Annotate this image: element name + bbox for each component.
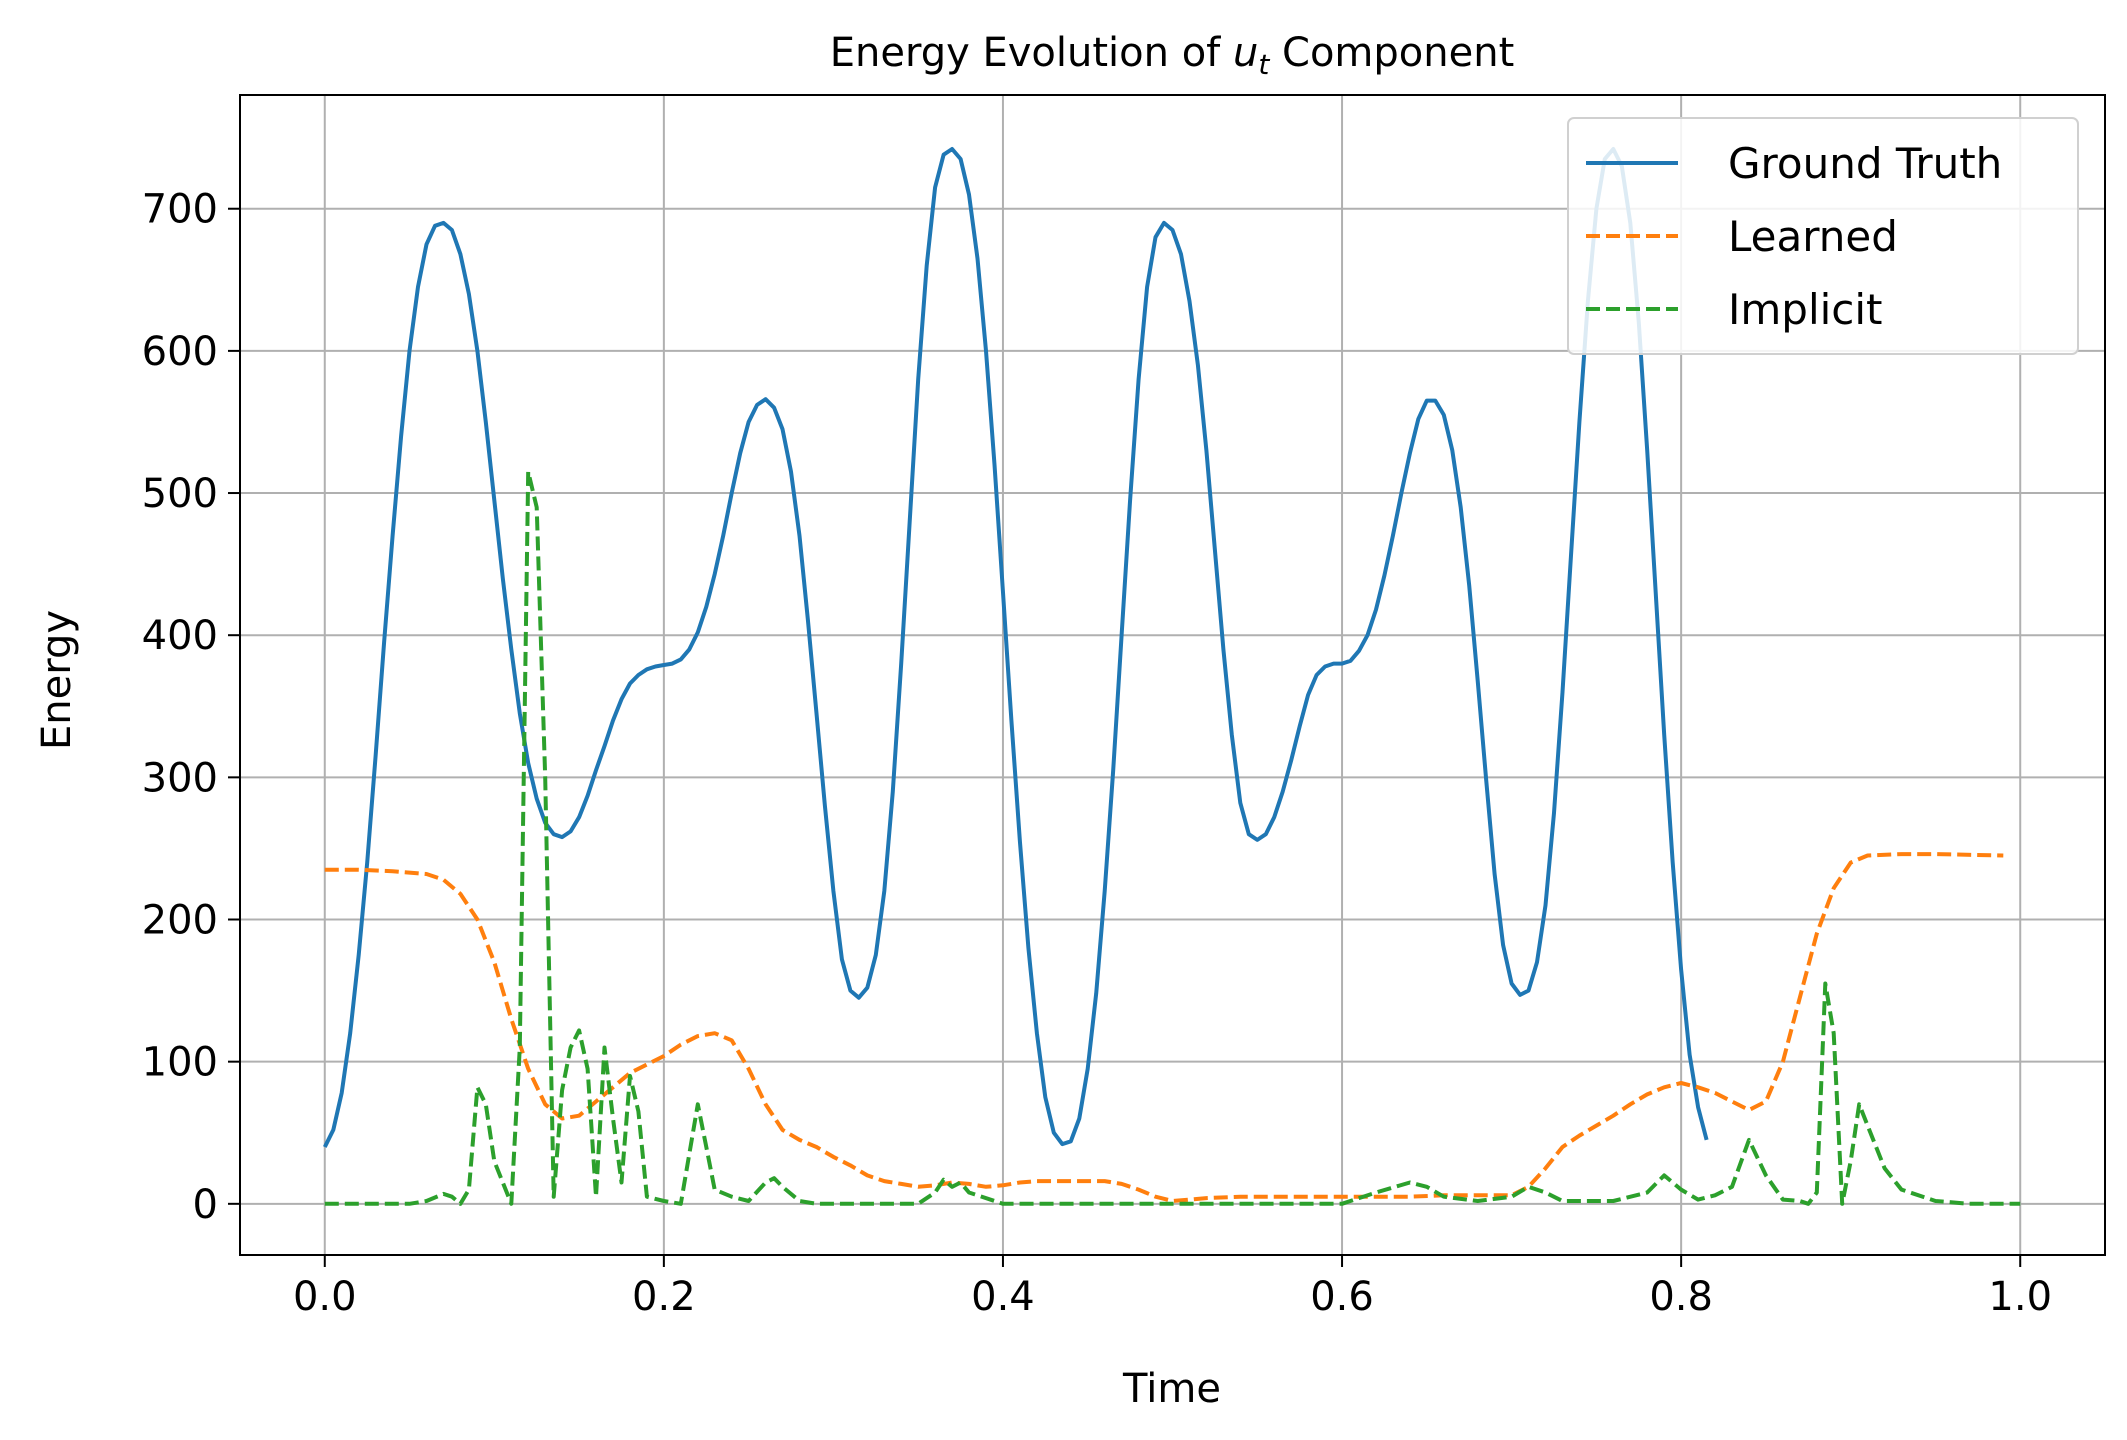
x-tick-label: 0.4	[971, 1274, 1035, 1320]
plot-area-frame	[239, 94, 2106, 1256]
axis-ticks: 0.0 0.2 0.4 0.6 0.8 1.0 0 100 200 300 400 500 600 700	[142, 187, 2052, 1320]
x-tick-label: 0.6	[1310, 1274, 1374, 1320]
x-tick-label: 0.0	[293, 1274, 357, 1320]
x-tick-label: 0.8	[1649, 1274, 1713, 1320]
series-line-ground-truth	[323, 147, 1709, 1148]
x-axis-label: Time	[1122, 1366, 1221, 1412]
legend-label: Learned	[1728, 212, 1898, 261]
series-line-implicit	[324, 469, 2021, 1206]
y-tick-label: 400	[142, 613, 218, 659]
y-tick-label: 500	[142, 471, 218, 517]
x-tick-label: 1.0	[1988, 1274, 2052, 1320]
x-tick-label: 0.2	[632, 1274, 696, 1320]
y-tick-label: 700	[142, 187, 218, 233]
chart-title: Energy Evolution of ut Component	[830, 30, 1515, 81]
y-tick-label: 0	[193, 1182, 218, 1228]
legend-label: Implicit	[1728, 285, 1883, 334]
legend: Ground Truth Learned Implicit	[1567, 117, 2079, 355]
y-tick-label: 200	[142, 898, 218, 944]
legend-label: Ground Truth	[1728, 139, 2002, 188]
y-tick-label: 100	[142, 1040, 218, 1086]
legend-box	[1567, 117, 2079, 355]
y-tick-label: 600	[142, 329, 218, 375]
series-line-learned	[324, 852, 2004, 1203]
y-axis-label: Energy	[34, 610, 80, 750]
y-tick-label: 300	[142, 755, 218, 801]
series-layer	[323, 147, 2021, 1206]
